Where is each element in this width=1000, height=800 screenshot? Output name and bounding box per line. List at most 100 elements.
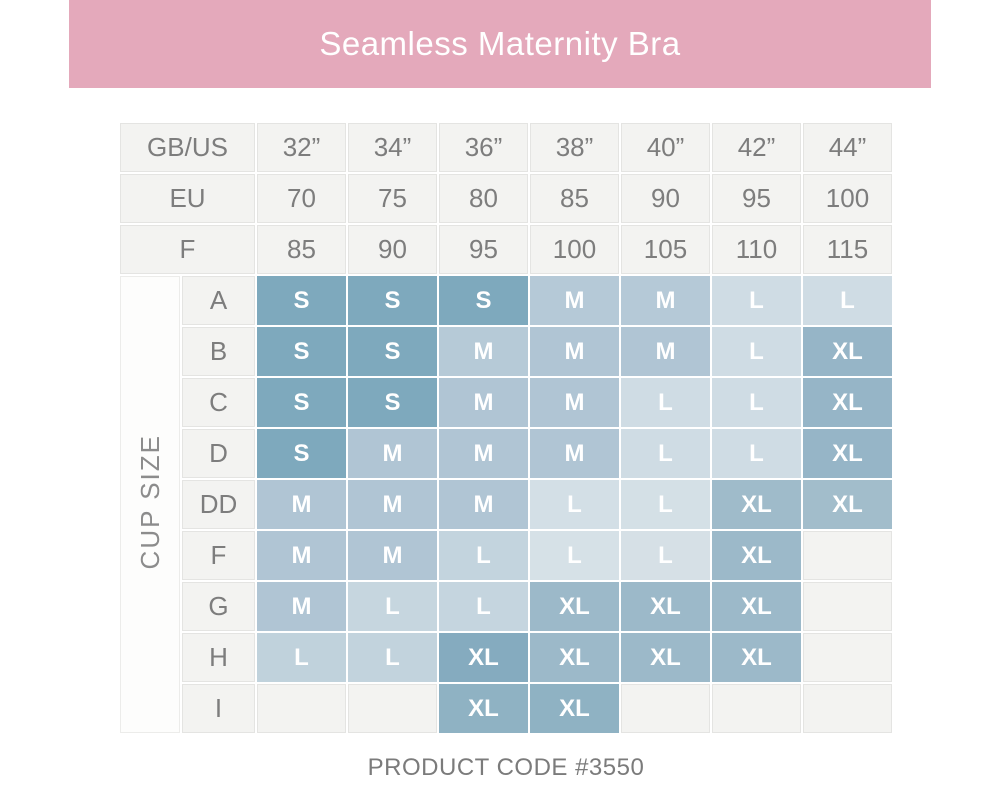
empty-cell <box>712 684 801 733</box>
band-size-cell: 95 <box>712 174 801 223</box>
band-size-cell: 42” <box>712 123 801 172</box>
footer: PRODUCT CODE #3550 <box>118 754 894 782</box>
title-banner: Seamless Maternity Bra <box>69 0 931 88</box>
size-value-cell: L <box>348 633 437 682</box>
size-value-cell: XL <box>712 480 801 529</box>
band-size-cell: 80 <box>439 174 528 223</box>
page-title: Seamless Maternity Bra <box>319 25 681 62</box>
band-size-cell: 85 <box>530 174 619 223</box>
size-value-cell: L <box>530 480 619 529</box>
band-header-row: EU 70 75 80 85 90 95 100 <box>120 174 892 223</box>
band-header-row: F 85 90 95 100 105 110 115 <box>120 225 892 274</box>
size-value-cell: M <box>257 531 346 580</box>
cup-size-row: C S S M M L L XL <box>120 378 892 427</box>
band-size-cell: 40” <box>621 123 710 172</box>
size-chart-area: GB/US 32” 34” 36” 38” 40” 42” 44” EU 70 75 80 85 90 95… <box>118 121 1000 735</box>
cup-size-row: F M M L L L XL <box>120 531 892 580</box>
size-value-cell: L <box>621 378 710 427</box>
cup-size-row: I XL XL <box>120 684 892 733</box>
size-value-cell: M <box>530 429 619 478</box>
size-value-cell: M <box>530 327 619 376</box>
empty-cell <box>621 684 710 733</box>
size-value-cell: L <box>712 429 801 478</box>
size-value-cell: L <box>439 582 528 631</box>
size-value-cell: XL <box>803 429 892 478</box>
band-size-cell: 90 <box>621 174 710 223</box>
size-value-cell: XL <box>530 633 619 682</box>
empty-cell <box>348 684 437 733</box>
band-size-cell: 90 <box>348 225 437 274</box>
size-value-cell: L <box>348 582 437 631</box>
size-value-cell: M <box>439 378 528 427</box>
size-value-cell: XL <box>803 480 892 529</box>
size-value-cell: XL <box>712 531 801 580</box>
band-size-cell: 95 <box>439 225 528 274</box>
cup-letter-cell: I <box>182 684 255 733</box>
cup-size-row: H L L XL XL XL XL <box>120 633 892 682</box>
band-size-cell: 110 <box>712 225 801 274</box>
size-value-cell: L <box>712 276 801 325</box>
empty-cell <box>803 582 892 631</box>
band-size-cell: 100 <box>530 225 619 274</box>
size-value-cell: L <box>621 429 710 478</box>
size-value-cell: L <box>712 378 801 427</box>
size-value-cell: XL <box>712 582 801 631</box>
cup-size-axis-cell: CUP SIZE <box>120 276 180 733</box>
empty-cell <box>803 684 892 733</box>
size-value-cell: M <box>530 276 619 325</box>
size-value-cell: S <box>439 276 528 325</box>
size-value-cell: L <box>621 480 710 529</box>
size-value-cell: L <box>530 531 619 580</box>
cup-letter-cell: B <box>182 327 255 376</box>
size-value-cell: L <box>257 633 346 682</box>
empty-cell <box>803 633 892 682</box>
band-size-cell: 36” <box>439 123 528 172</box>
size-value-cell: XL <box>621 633 710 682</box>
cup-size-row: CUP SIZE A S S S M M L L <box>120 276 892 733</box>
size-value-cell: XL <box>803 378 892 427</box>
size-value-cell: M <box>348 429 437 478</box>
cup-letter-cell: F <box>182 531 255 580</box>
size-value-cell: S <box>257 378 346 427</box>
size-value-cell: M <box>257 480 346 529</box>
band-size-cell: 34” <box>348 123 437 172</box>
size-value-cell: M <box>348 480 437 529</box>
size-value-cell: M <box>621 327 710 376</box>
size-value-cell: L <box>621 531 710 580</box>
size-value-cell: S <box>348 276 437 325</box>
size-value-cell: M <box>621 276 710 325</box>
size-value-cell: S <box>348 378 437 427</box>
size-table: GB/US 32” 34” 36” 38” 40” 42” 44” EU 70 75 80 85 90 95… <box>118 121 894 735</box>
cup-size-axis-label: CUP SIZE <box>134 434 165 570</box>
band-size-cell: 32” <box>257 123 346 172</box>
size-value-cell: L <box>712 327 801 376</box>
size-value-cell: M <box>257 582 346 631</box>
size-value-cell: L <box>803 276 892 325</box>
band-size-cell: 115 <box>803 225 892 274</box>
band-size-cell: 44” <box>803 123 892 172</box>
size-value-cell: S <box>348 327 437 376</box>
size-value-cell: XL <box>439 633 528 682</box>
band-system-label: GB/US <box>120 123 255 172</box>
size-value-cell: L <box>439 531 528 580</box>
band-size-cell: 70 <box>257 174 346 223</box>
cup-letter-cell: A <box>182 276 255 325</box>
size-value-cell: M <box>439 429 528 478</box>
product-code: PRODUCT CODE #3550 <box>367 754 645 781</box>
size-value-cell: XL <box>803 327 892 376</box>
size-value-cell: XL <box>439 684 528 733</box>
size-value-cell: XL <box>530 684 619 733</box>
cup-size-row: G M L L XL XL XL <box>120 582 892 631</box>
band-header-row: GB/US 32” 34” 36” 38” 40” 42” 44” <box>120 123 892 172</box>
cup-size-row: DD M M M L L XL XL <box>120 480 892 529</box>
size-value-cell: XL <box>621 582 710 631</box>
band-size-cell: 105 <box>621 225 710 274</box>
cup-size-row: B S S M M M L XL <box>120 327 892 376</box>
band-size-cell: 100 <box>803 174 892 223</box>
cup-letter-cell: D <box>182 429 255 478</box>
cup-letter-cell: H <box>182 633 255 682</box>
size-value-cell: M <box>439 327 528 376</box>
band-size-cell: 85 <box>257 225 346 274</box>
size-value-cell: S <box>257 327 346 376</box>
